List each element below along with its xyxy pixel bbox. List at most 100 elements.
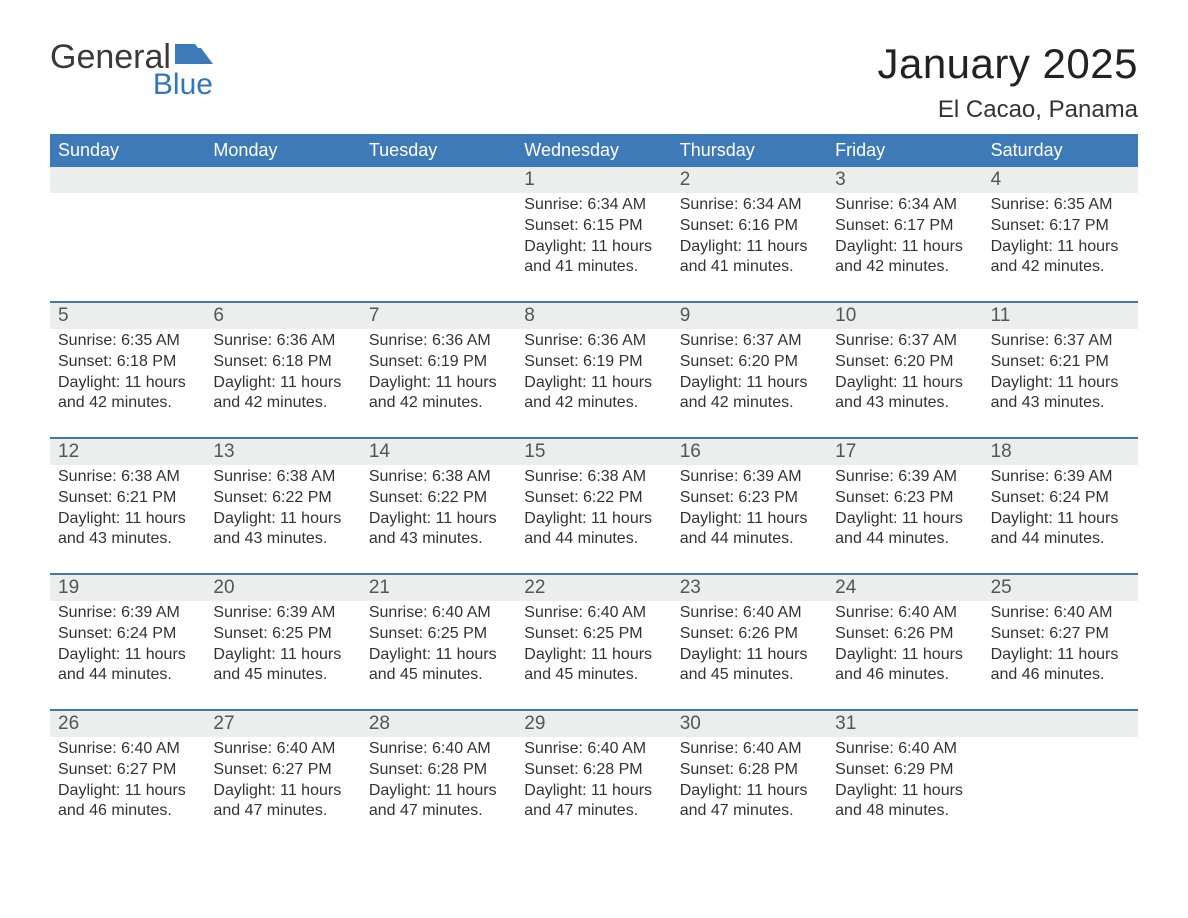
daylight-line: Daylight: 11 hours and 43 minutes. — [369, 509, 508, 551]
weekday-thursday: Thursday — [672, 134, 827, 167]
day-number: 31 — [827, 711, 982, 737]
day-number: 7 — [361, 303, 516, 329]
week-2-daynum-row: 567891011 — [50, 301, 1138, 329]
daylight-line: Daylight: 11 hours and 44 minutes. — [58, 645, 197, 687]
daylight-line: Daylight: 11 hours and 43 minutes. — [835, 373, 974, 415]
daylight-line: Daylight: 11 hours and 46 minutes. — [835, 645, 974, 687]
daylight-line: Daylight: 11 hours and 41 minutes. — [680, 237, 819, 279]
daylight-line: Daylight: 11 hours and 44 minutes. — [991, 509, 1130, 551]
sunrise-line: Sunrise: 6:37 AM — [680, 331, 819, 352]
sunset-line: Sunset: 6:22 PM — [524, 488, 663, 509]
daylight-line: Daylight: 11 hours and 44 minutes. — [524, 509, 663, 551]
sunrise-line: Sunrise: 6:34 AM — [680, 195, 819, 216]
day-cell: Sunrise: 6:36 AMSunset: 6:19 PMDaylight:… — [361, 329, 516, 437]
day-cell: Sunrise: 6:39 AMSunset: 6:23 PMDaylight:… — [827, 465, 982, 573]
sunset-line: Sunset: 6:28 PM — [524, 760, 663, 781]
day-number: 10 — [827, 303, 982, 329]
day-cell — [205, 193, 360, 301]
day-cell: Sunrise: 6:38 AMSunset: 6:22 PMDaylight:… — [361, 465, 516, 573]
daylight-line: Daylight: 11 hours and 44 minutes. — [680, 509, 819, 551]
daylight-line: Daylight: 11 hours and 41 minutes. — [524, 237, 663, 279]
week-1-body-row: Sunrise: 6:34 AMSunset: 6:15 PMDaylight:… — [50, 193, 1138, 301]
daylight-line: Daylight: 11 hours and 42 minutes. — [524, 373, 663, 415]
day-cell: Sunrise: 6:40 AMSunset: 6:27 PMDaylight:… — [205, 737, 360, 845]
sunset-line: Sunset: 6:19 PM — [524, 352, 663, 373]
weekday-monday: Monday — [205, 134, 360, 167]
day-cell: Sunrise: 6:35 AMSunset: 6:17 PMDaylight:… — [983, 193, 1138, 301]
day-number: 22 — [516, 575, 671, 601]
sunrise-line: Sunrise: 6:40 AM — [835, 603, 974, 624]
day-cell: Sunrise: 6:39 AMSunset: 6:23 PMDaylight:… — [672, 465, 827, 573]
day-cell: Sunrise: 6:34 AMSunset: 6:16 PMDaylight:… — [672, 193, 827, 301]
day-number — [205, 167, 360, 193]
daylight-line: Daylight: 11 hours and 46 minutes. — [991, 645, 1130, 687]
day-number: 27 — [205, 711, 360, 737]
sunset-line: Sunset: 6:27 PM — [213, 760, 352, 781]
sunrise-line: Sunrise: 6:34 AM — [835, 195, 974, 216]
day-number — [50, 167, 205, 193]
sunrise-line: Sunrise: 6:36 AM — [524, 331, 663, 352]
sunrise-line: Sunrise: 6:35 AM — [991, 195, 1130, 216]
day-number: 25 — [983, 575, 1138, 601]
sunset-line: Sunset: 6:28 PM — [680, 760, 819, 781]
week-4-body-row: Sunrise: 6:39 AMSunset: 6:24 PMDaylight:… — [50, 601, 1138, 709]
sunset-line: Sunset: 6:24 PM — [991, 488, 1130, 509]
daylight-line: Daylight: 11 hours and 47 minutes. — [680, 781, 819, 823]
sunset-line: Sunset: 6:23 PM — [835, 488, 974, 509]
day-number: 28 — [361, 711, 516, 737]
sunrise-line: Sunrise: 6:38 AM — [213, 467, 352, 488]
sunset-line: Sunset: 6:21 PM — [58, 488, 197, 509]
day-number: 11 — [983, 303, 1138, 329]
day-cell: Sunrise: 6:34 AMSunset: 6:17 PMDaylight:… — [827, 193, 982, 301]
daylight-line: Daylight: 11 hours and 43 minutes. — [58, 509, 197, 551]
day-cell: Sunrise: 6:36 AMSunset: 6:19 PMDaylight:… — [516, 329, 671, 437]
day-cell — [983, 737, 1138, 845]
day-cell: Sunrise: 6:35 AMSunset: 6:18 PMDaylight:… — [50, 329, 205, 437]
sunrise-line: Sunrise: 6:40 AM — [524, 739, 663, 760]
day-cell: Sunrise: 6:39 AMSunset: 6:24 PMDaylight:… — [983, 465, 1138, 573]
day-number: 3 — [827, 167, 982, 193]
sunset-line: Sunset: 6:22 PM — [213, 488, 352, 509]
sunrise-line: Sunrise: 6:40 AM — [369, 739, 508, 760]
sunrise-line: Sunrise: 6:39 AM — [58, 603, 197, 624]
sunset-line: Sunset: 6:20 PM — [680, 352, 819, 373]
sunset-line: Sunset: 6:16 PM — [680, 216, 819, 237]
day-cell: Sunrise: 6:38 AMSunset: 6:22 PMDaylight:… — [205, 465, 360, 573]
sunrise-line: Sunrise: 6:36 AM — [369, 331, 508, 352]
daylight-line: Daylight: 11 hours and 42 minutes. — [680, 373, 819, 415]
day-cell: Sunrise: 6:40 AMSunset: 6:28 PMDaylight:… — [516, 737, 671, 845]
sunrise-line: Sunrise: 6:40 AM — [524, 603, 663, 624]
day-number: 5 — [50, 303, 205, 329]
daylight-line: Daylight: 11 hours and 48 minutes. — [835, 781, 974, 823]
sunrise-line: Sunrise: 6:37 AM — [991, 331, 1130, 352]
day-number: 26 — [50, 711, 205, 737]
day-number: 4 — [983, 167, 1138, 193]
day-number — [983, 711, 1138, 737]
title-block: January 2025 El Cacao, Panama — [877, 40, 1138, 124]
week-2-body-row: Sunrise: 6:35 AMSunset: 6:18 PMDaylight:… — [50, 329, 1138, 437]
day-number: 17 — [827, 439, 982, 465]
sunrise-line: Sunrise: 6:36 AM — [213, 331, 352, 352]
day-cell: Sunrise: 6:40 AMSunset: 6:25 PMDaylight:… — [361, 601, 516, 709]
day-number: 9 — [672, 303, 827, 329]
logo-word-2: Blue — [120, 70, 213, 100]
day-number: 30 — [672, 711, 827, 737]
sunrise-line: Sunrise: 6:34 AM — [524, 195, 663, 216]
sunrise-line: Sunrise: 6:38 AM — [369, 467, 508, 488]
sunset-line: Sunset: 6:17 PM — [835, 216, 974, 237]
day-cell — [50, 193, 205, 301]
sunset-line: Sunset: 6:26 PM — [835, 624, 974, 645]
day-number: 20 — [205, 575, 360, 601]
sunset-line: Sunset: 6:17 PM — [991, 216, 1130, 237]
daylight-line: Daylight: 11 hours and 42 minutes. — [991, 237, 1130, 279]
weekday-header: SundayMondayTuesdayWednesdayThursdayFrid… — [50, 134, 1138, 167]
sunrise-line: Sunrise: 6:40 AM — [835, 739, 974, 760]
day-number: 12 — [50, 439, 205, 465]
day-cell: Sunrise: 6:40 AMSunset: 6:25 PMDaylight:… — [516, 601, 671, 709]
sunrise-line: Sunrise: 6:37 AM — [835, 331, 974, 352]
day-cell: Sunrise: 6:36 AMSunset: 6:18 PMDaylight:… — [205, 329, 360, 437]
daylight-line: Daylight: 11 hours and 47 minutes. — [369, 781, 508, 823]
day-number: 29 — [516, 711, 671, 737]
weeks-container: 12 34Sunrise: 6:34 AMSunset: 6:15 PMDayli… — [50, 167, 1138, 845]
day-cell: Sunrise: 6:40 AMSunset: 6:28 PMDaylight:… — [672, 737, 827, 845]
